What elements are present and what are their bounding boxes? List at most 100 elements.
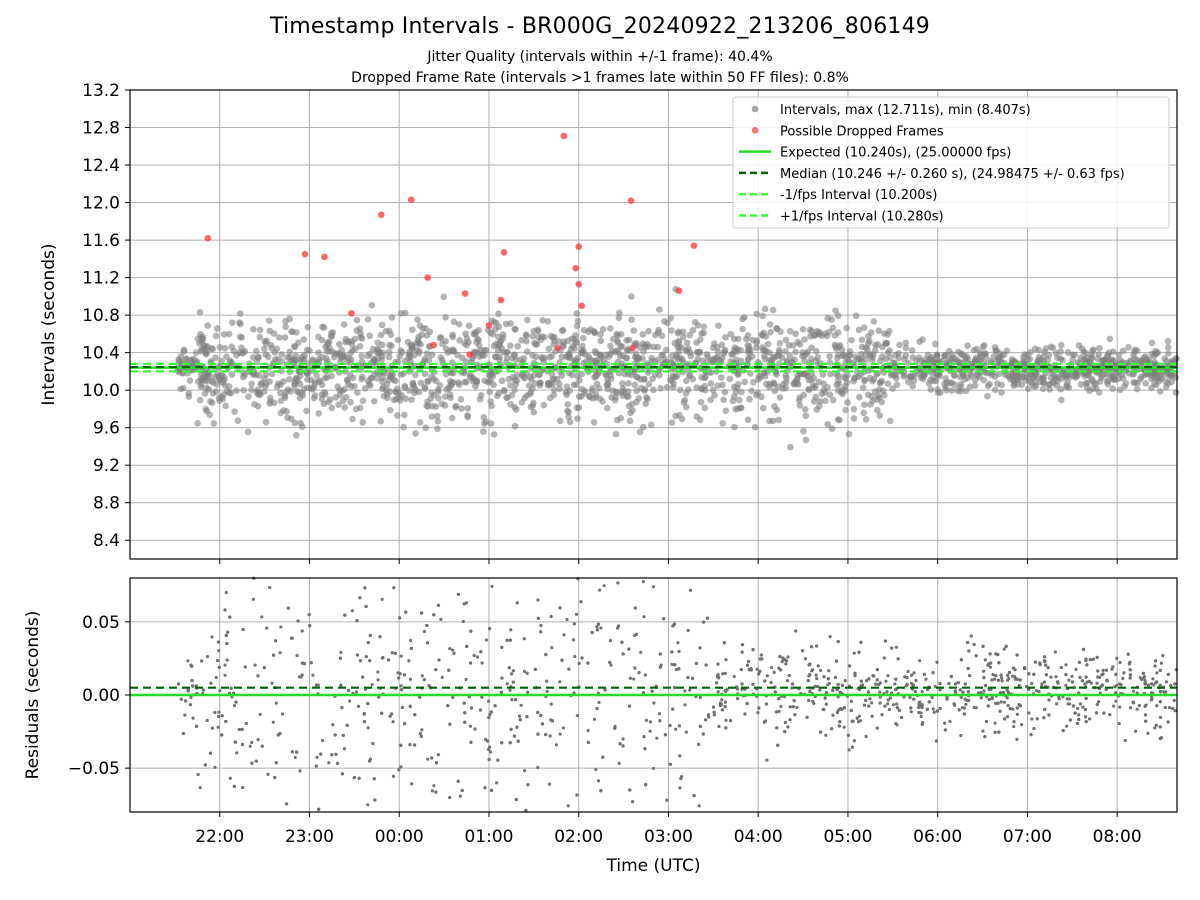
- interval-point: [884, 380, 892, 387]
- interval-point: [341, 404, 349, 411]
- residual-point: [816, 664, 820, 668]
- dropped-frame-point: [572, 264, 580, 272]
- residual-point: [618, 742, 622, 746]
- interval-point: [645, 380, 653, 388]
- residual-point: [300, 673, 304, 677]
- interval-point: [675, 338, 683, 346]
- residual-point: [895, 705, 899, 710]
- legend-entry: Possible Dropped Frames: [780, 124, 944, 139]
- residual-point: [849, 699, 853, 704]
- x-tick-label: 06:00: [913, 827, 962, 847]
- residual-point: [189, 695, 193, 699]
- residual-point: [895, 723, 899, 727]
- interval-point: [512, 406, 520, 413]
- interval-point: [380, 392, 388, 400]
- residual-point: [852, 651, 856, 655]
- interval-point: [318, 395, 326, 403]
- interval-point: [204, 322, 211, 329]
- interval-point: [198, 346, 205, 353]
- residual-point: [924, 677, 928, 681]
- residual-point: [1128, 668, 1132, 672]
- residual-point: [648, 729, 652, 733]
- residual-point: [1015, 653, 1019, 657]
- residual-point: [981, 644, 985, 648]
- residual-point: [996, 653, 1000, 657]
- residual-point: [1067, 697, 1071, 701]
- interval-point: [703, 351, 711, 358]
- interval-point: [560, 341, 567, 349]
- residual-point: [814, 644, 819, 648]
- interval-point: [1059, 356, 1066, 364]
- residual-point: [791, 705, 795, 709]
- interval-point: [251, 401, 258, 408]
- interval-point: [808, 344, 815, 352]
- residual-point: [317, 807, 321, 811]
- interval-point: [428, 351, 436, 359]
- residual-point: [265, 626, 269, 630]
- legend-marker: [751, 105, 759, 113]
- interval-point: [1088, 354, 1095, 362]
- residual-point: [999, 700, 1003, 704]
- residual-point: [210, 635, 214, 639]
- interval-point: [709, 386, 717, 394]
- residual-point: [603, 688, 607, 692]
- interval-point: [428, 413, 436, 420]
- residual-point: [920, 689, 924, 694]
- residual-point: [826, 683, 830, 687]
- residual-point: [808, 662, 812, 666]
- interval-point: [534, 327, 542, 335]
- interval-point: [358, 375, 365, 383]
- interval-point: [318, 381, 326, 389]
- interval-point: [511, 386, 518, 394]
- interval-point: [310, 384, 317, 392]
- interval-point: [668, 327, 675, 334]
- residual-point: [818, 688, 822, 692]
- legend-box: [732, 96, 1170, 229]
- residual-point: [723, 700, 727, 704]
- residual-point: [176, 682, 181, 686]
- interval-point: [1058, 341, 1065, 349]
- interval-point: [374, 345, 381, 353]
- interval-point: [711, 391, 718, 399]
- interval-point: [315, 349, 322, 356]
- interval-point: [771, 403, 778, 410]
- interval-point: [1104, 380, 1112, 388]
- residual-point: [758, 657, 762, 661]
- residual-point: [864, 679, 869, 683]
- residual-point: [1138, 676, 1142, 680]
- interval-point: [693, 339, 700, 346]
- interval-point: [455, 379, 462, 386]
- residual-point: [662, 617, 666, 621]
- residual-point: [1077, 717, 1081, 721]
- interval-point: [564, 401, 572, 408]
- interval-point: [682, 403, 690, 411]
- residual-point: [884, 679, 888, 683]
- interval-point: [522, 331, 530, 339]
- interval-point: [435, 394, 442, 402]
- residual-point: [698, 724, 702, 729]
- interval-point: [868, 393, 876, 400]
- x-tick-label: 23:00: [285, 827, 334, 847]
- residual-point: [330, 753, 334, 757]
- interval-point: [802, 436, 810, 444]
- residual-point: [819, 668, 823, 672]
- residual-point: [1038, 662, 1042, 667]
- interval-point: [1047, 343, 1055, 351]
- interval-point: [318, 336, 326, 344]
- residual-point: [943, 721, 947, 725]
- interval-point: [726, 375, 734, 383]
- residual-point: [672, 685, 677, 690]
- interval-point: [764, 340, 772, 348]
- interval-point: [801, 336, 808, 343]
- residual-point: [1018, 678, 1022, 682]
- interval-point: [860, 324, 868, 332]
- residual-point: [526, 690, 530, 694]
- residual-point: [1066, 702, 1070, 706]
- interval-point: [904, 378, 912, 386]
- residual-point: [983, 735, 987, 739]
- interval-point: [324, 339, 332, 346]
- residual-point: [803, 657, 808, 661]
- interval-point: [895, 350, 902, 357]
- residual-point: [536, 710, 540, 715]
